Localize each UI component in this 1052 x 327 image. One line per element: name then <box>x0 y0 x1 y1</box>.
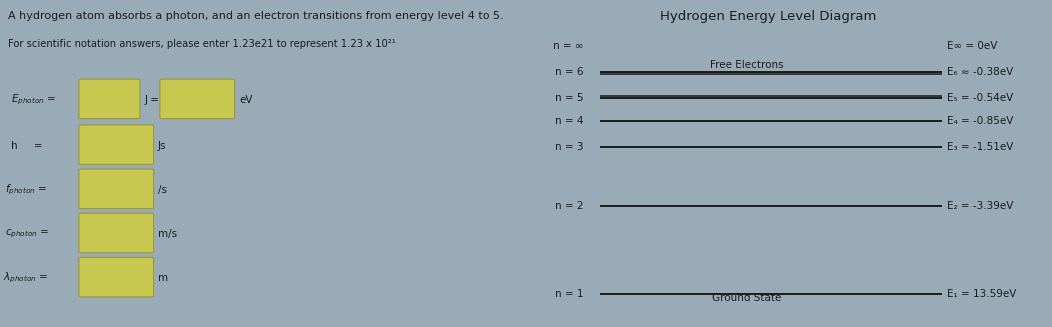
Text: E₁ = 13.59eV: E₁ = 13.59eV <box>947 289 1016 299</box>
Text: eV: eV <box>240 95 254 105</box>
FancyBboxPatch shape <box>160 79 235 119</box>
Text: Hydrogen Energy Level Diagram: Hydrogen Energy Level Diagram <box>660 10 876 23</box>
Text: m/s: m/s <box>158 229 177 239</box>
Text: E₂ = -3.39eV: E₂ = -3.39eV <box>947 201 1013 211</box>
FancyBboxPatch shape <box>79 213 154 253</box>
Text: n = 3: n = 3 <box>555 142 584 152</box>
Text: n = 5: n = 5 <box>555 93 584 103</box>
Text: $c_{photon}$ =: $c_{photon}$ = <box>5 228 49 240</box>
Text: For scientific notation answers, please enter 1.23e21 to represent 1.23 x 10²¹: For scientific notation answers, please … <box>8 39 397 49</box>
Text: n = 1: n = 1 <box>555 289 584 299</box>
Text: E₆ ≈ -0.38eV: E₆ ≈ -0.38eV <box>947 67 1013 77</box>
Text: E₃ = -1.51eV: E₃ = -1.51eV <box>947 142 1013 152</box>
FancyBboxPatch shape <box>79 125 154 164</box>
Text: J =: J = <box>144 95 159 105</box>
Text: m: m <box>158 273 168 283</box>
Text: $E_{photon}$ =: $E_{photon}$ = <box>11 93 56 107</box>
Text: $f_{photon}$ =: $f_{photon}$ = <box>5 182 47 197</box>
Text: A hydrogen atom absorbs a photon, and an electron transitions from energy level : A hydrogen atom absorbs a photon, and an… <box>8 11 504 22</box>
Text: n = 4: n = 4 <box>555 116 584 126</box>
FancyBboxPatch shape <box>79 257 154 297</box>
Text: n = 2: n = 2 <box>555 201 584 211</box>
Text: n = 6: n = 6 <box>555 67 584 77</box>
Text: Free Electrons: Free Electrons <box>710 60 784 70</box>
Text: E∞ = 0eV: E∞ = 0eV <box>947 41 997 51</box>
Text: Js: Js <box>158 141 166 150</box>
Text: E₄ = -0.85eV: E₄ = -0.85eV <box>947 116 1013 126</box>
Text: /s: /s <box>158 185 167 195</box>
FancyBboxPatch shape <box>79 79 140 119</box>
Text: $\lambda_{photon}$ =: $\lambda_{photon}$ = <box>3 271 48 285</box>
Text: n = ∞: n = ∞ <box>553 41 584 51</box>
Text: h     =: h = <box>11 141 42 150</box>
FancyBboxPatch shape <box>79 169 154 209</box>
Text: Ground State: Ground State <box>712 293 782 302</box>
Text: E₅ = -0.54eV: E₅ = -0.54eV <box>947 93 1013 103</box>
